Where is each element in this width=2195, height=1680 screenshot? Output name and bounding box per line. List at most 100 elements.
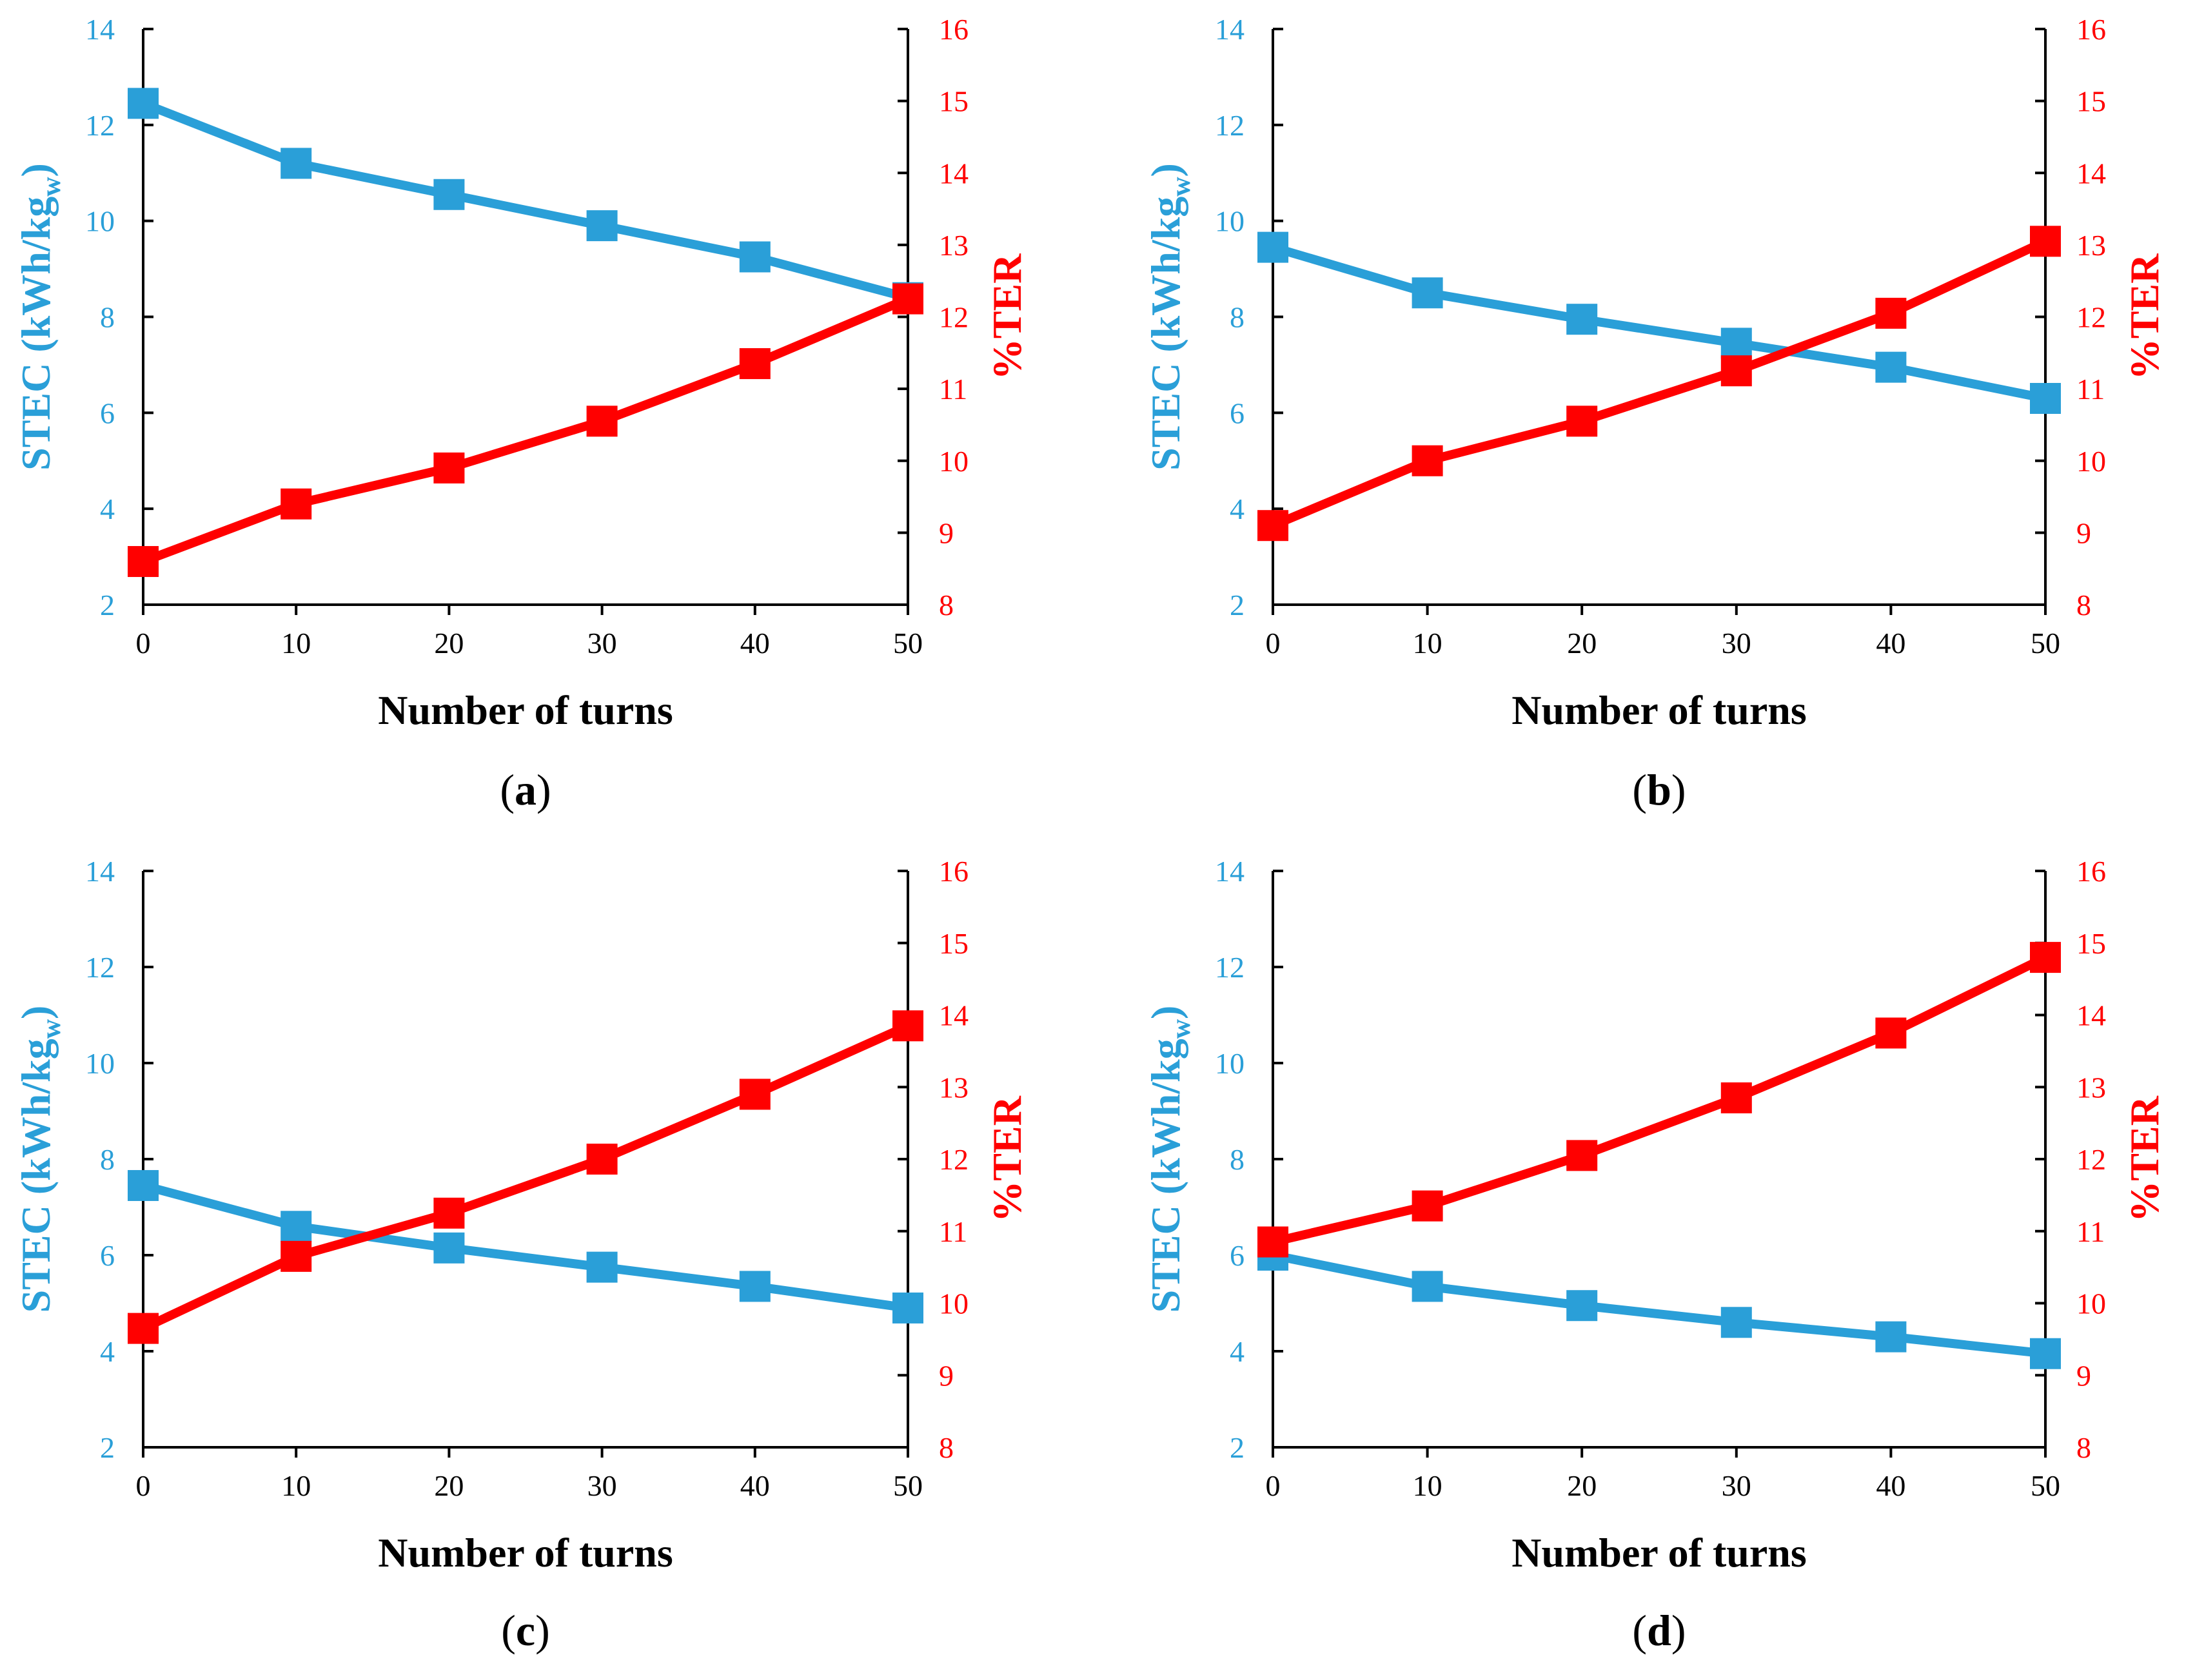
data-point-ter: [1257, 1226, 1288, 1258]
x-tick-label: 30: [1722, 1469, 1751, 1502]
y-right-tick-label: 11: [939, 1215, 967, 1248]
panel-caption: (d): [1632, 1606, 1686, 1655]
y-right-tick-label: 10: [2076, 445, 2106, 478]
panel-caption: (b): [1632, 765, 1686, 814]
y-right-tick-label: 10: [939, 1287, 969, 1320]
data-point-stec: [586, 1251, 618, 1283]
data-point-stec: [1720, 327, 1752, 359]
x-tick-label: 40: [1876, 627, 1905, 659]
y-right-tick-label: 8: [2076, 1431, 2091, 1464]
caption-open-paren: (: [1632, 765, 1647, 814]
y-left-title-main: STEC (kWh/kg: [1143, 1039, 1188, 1313]
data-point-ter: [739, 348, 771, 380]
y-left-tick-label: 6: [100, 396, 115, 429]
series-line-stec: [139, 1180, 912, 1313]
y-left-title-close: ): [1143, 163, 1188, 177]
y-right-tick-label: 16: [939, 13, 969, 46]
y-left-tick-label: 4: [100, 1335, 115, 1368]
y-right-tick-label: 16: [939, 855, 969, 888]
y-left-title-close: ): [13, 163, 59, 177]
y-left-tick-label: 12: [1215, 951, 1245, 984]
y-left-axis-title: STEC (kWh/kgw): [1143, 1006, 1196, 1313]
data-point-stec: [2030, 383, 2061, 415]
x-tick-label: 0: [1266, 1469, 1281, 1502]
y-right-axis-title: %TER: [2121, 1095, 2167, 1222]
y-left-title-main: STEC (kWh/kg: [13, 197, 59, 471]
y-right-tick-label: 13: [2076, 1071, 2106, 1104]
data-point-stec: [433, 179, 465, 210]
chart-panel-c: 0 10 20 30 40 50 2 4 6 8 10 12 14 8 9 10 11 12 13 14 15 16 Num…: [13, 855, 1030, 1655]
data-point-ter: [433, 1197, 465, 1229]
data-point-ter: [1257, 510, 1288, 542]
y-left-tick-label: 14: [85, 13, 115, 46]
x-tick-label: 30: [587, 1469, 617, 1502]
data-point-stec: [892, 1292, 923, 1323]
data-point-stec: [2030, 1338, 2061, 1369]
y-right-tick-label: 14: [2076, 999, 2106, 1032]
caption-open-paren: (: [1632, 1606, 1647, 1655]
y-right-tick-label: 8: [939, 589, 954, 621]
y-left-tick-label: 12: [1215, 109, 1245, 142]
data-point-ter: [1875, 1017, 1907, 1049]
y-right-tick-label: 12: [2076, 301, 2106, 334]
data-point-stec: [739, 1271, 771, 1302]
x-axis-title: Number of turns: [1511, 1530, 1807, 1576]
y-right-tick-label: 10: [939, 445, 969, 478]
y-left-title-main: STEC (kWh/kg: [13, 1039, 59, 1313]
data-point-ter: [1875, 297, 1907, 329]
x-tick-label: 20: [1567, 1469, 1597, 1502]
caption-letter: b: [1647, 765, 1671, 814]
data-point-ter: [1720, 355, 1752, 387]
x-tick-label: 50: [893, 1469, 923, 1502]
data-point-stec: [739, 241, 771, 273]
y-left-tick-label: 8: [1230, 1143, 1245, 1176]
y-left-axis-title: STEC (kWh/kgw): [13, 1006, 66, 1313]
y-right-tick-label: 11: [2076, 373, 2105, 405]
panel-caption: (a): [500, 765, 551, 814]
series-line-ter: [139, 1021, 912, 1333]
y-left-tick-label: 6: [100, 1239, 115, 1272]
caption-close-paren: ): [1671, 765, 1686, 814]
data-point-stec: [1566, 304, 1598, 335]
data-point-ter: [281, 1240, 312, 1272]
y-right-tick-label: 9: [939, 516, 954, 549]
y-left-title-close: ): [13, 1006, 59, 1019]
y-right-tick-label: 12: [939, 1143, 969, 1176]
y-left-tick-label: 4: [1230, 1335, 1245, 1368]
y-right-axis-title: %TER: [984, 253, 1030, 380]
y-right-tick-label: 13: [939, 229, 969, 262]
series-line-ter: [1268, 237, 2050, 531]
y-left-tick-label: 12: [85, 109, 115, 142]
y-left-tick-label: 14: [1215, 13, 1245, 46]
x-tick-label: 0: [136, 1469, 151, 1502]
x-tick-label: 20: [434, 627, 464, 659]
x-tick-label: 0: [1266, 627, 1281, 659]
y-right-tick-label: 12: [939, 301, 969, 334]
data-point-stec: [433, 1232, 465, 1264]
caption-letter: a: [515, 765, 536, 814]
y-right-tick-label: 11: [2076, 1215, 2105, 1248]
y-right-tick-label: 13: [2076, 229, 2106, 262]
data-point-ter: [1412, 445, 1443, 476]
data-point-stec: [586, 210, 618, 242]
y-left-title-main: STEC (kWh/kg: [1143, 197, 1188, 471]
y-right-tick-label: 14: [2076, 157, 2106, 190]
y-left-title-subscript: w: [1166, 1019, 1196, 1039]
y-right-axis-title: %TER: [2121, 253, 2167, 380]
x-tick-label: 50: [2031, 627, 2060, 659]
data-point-stec: [128, 88, 159, 119]
data-point-stec: [1875, 1321, 1907, 1353]
series-line-stec: [1268, 1251, 2050, 1358]
caption-letter: d: [1647, 1606, 1671, 1655]
data-point-stec: [1720, 1307, 1752, 1338]
y-right-tick-label: 9: [939, 1359, 954, 1392]
chart-panel-d: 0 10 20 30 40 50 2 4 6 8 10 12 14 8 9 10 11 12 13 14 15 16 Num…: [1143, 855, 2167, 1655]
x-tick-label: 30: [587, 627, 617, 659]
y-left-tick-label: 4: [1230, 493, 1245, 525]
y-left-tick-label: 2: [100, 1431, 115, 1464]
x-tick-label: 50: [893, 627, 923, 659]
y-left-tick-label: 14: [1215, 855, 1245, 888]
chart-panel-b: 0 10 20 30 40 50 2 4 6 8 10 12 14 8 9 10 11 12 13 14 15 16 Num…: [1143, 13, 2167, 814]
series-line-stec: [1268, 242, 2050, 404]
